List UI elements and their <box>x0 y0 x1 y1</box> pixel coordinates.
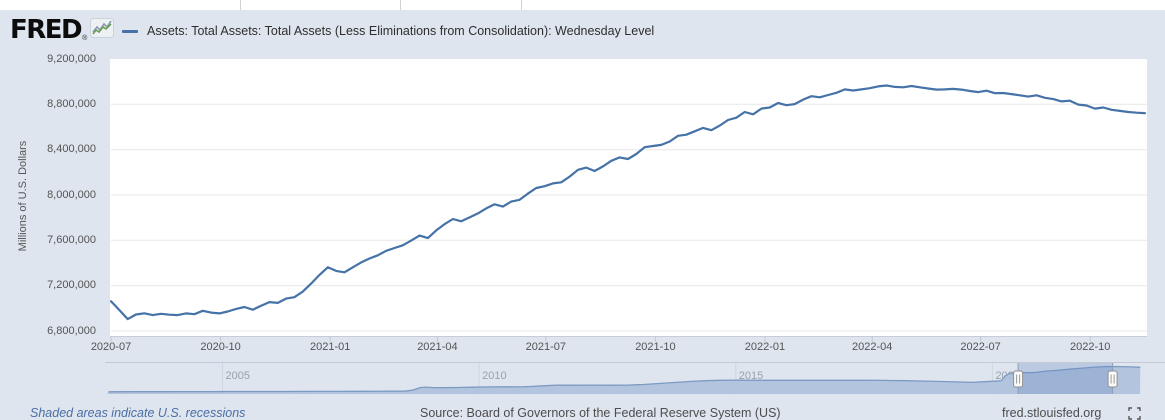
y-tick-label: 8,000,000 <box>47 188 96 201</box>
x-tick-label: 2022-10 <box>1069 341 1111 353</box>
source-text: Source: Board of Governors of the Federa… <box>420 406 781 420</box>
navigator-year-label: 2020 <box>995 370 1020 382</box>
chart-header: FRED ® Assets: Total Assets: Total Asset… <box>0 10 1165 52</box>
navigator-handle[interactable] <box>1013 370 1024 388</box>
x-tick-label: 2022-04 <box>851 341 893 353</box>
y-tick-label: 7,600,000 <box>47 233 96 246</box>
x-tick-label: 2020-07 <box>90 341 132 353</box>
x-tick-label: 2021-04 <box>417 341 458 353</box>
tab-strip <box>0 0 1165 10</box>
x-tick-label: 2021-10 <box>635 341 676 353</box>
y-axis-title: Millions of U.S. Dollars <box>17 140 29 252</box>
registered-mark: ® <box>82 35 88 42</box>
x-tick-label: 2021-01 <box>309 341 351 353</box>
tab-divider <box>521 0 522 10</box>
fred-logo-text: FRED <box>10 15 83 45</box>
fred-logo[interactable]: FRED ® <box>10 15 115 45</box>
navigator-line <box>108 365 1141 393</box>
fred-site-link[interactable]: fred.stlouisfed.org <box>1002 406 1102 420</box>
y-tick-label: 6,800,000 <box>47 324 96 337</box>
chart-footer: Shaded areas indicate U.S. recessions So… <box>0 404 1165 420</box>
plot-area[interactable] <box>110 59 1147 336</box>
fred-sparkline-icon <box>90 17 115 43</box>
tab-divider <box>240 0 241 10</box>
tab-divider <box>400 0 401 10</box>
navigator-year-label: 2015 <box>738 370 764 382</box>
x-tick-label: 2021-07 <box>525 341 566 353</box>
navigator-year-label: 2005 <box>225 370 250 382</box>
x-tick-label: 2022-01 <box>744 341 786 353</box>
y-tick-label: 9,200,000 <box>47 52 96 65</box>
fullscreen-icon[interactable] <box>1128 407 1141 420</box>
navigator-area[interactable] <box>107 366 1141 395</box>
series-legend: Assets: Total Assets: Total Assets (Less… <box>122 10 654 52</box>
navigator-selected-range[interactable] <box>1018 363 1113 394</box>
x-tick-label: 2022-07 <box>960 341 1001 353</box>
navigator-year-label: 2010 <box>482 370 507 382</box>
recessions-note-link[interactable]: Shaded areas indicate U.S. recessions <box>30 406 246 420</box>
series-title: Assets: Total Assets: Total Assets (Less… <box>147 24 655 38</box>
navigator-handle[interactable] <box>1107 370 1118 388</box>
y-tick-label: 8,400,000 <box>47 143 96 156</box>
y-tick-label: 8,800,000 <box>47 97 96 110</box>
y-tick-label: 7,200,000 <box>47 279 96 292</box>
legend-line-swatch <box>122 29 138 33</box>
x-tick-label: 2020-10 <box>200 341 241 353</box>
